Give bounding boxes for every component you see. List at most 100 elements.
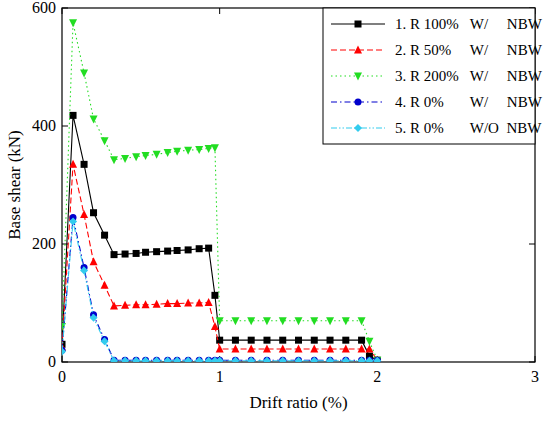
- y-axis-label: Base shear (kN): [5, 130, 24, 240]
- legend-marker: [354, 124, 362, 132]
- legend-marker: [355, 21, 362, 28]
- point: [80, 210, 88, 218]
- point: [232, 337, 239, 344]
- point: [211, 144, 219, 152]
- y-tick-label: 200: [32, 235, 56, 252]
- point: [327, 337, 334, 344]
- x-tick-label: 0: [58, 368, 66, 385]
- point: [295, 345, 303, 353]
- point: [373, 357, 381, 362]
- point: [132, 357, 140, 362]
- point: [90, 209, 97, 216]
- point: [110, 301, 118, 309]
- point: [295, 337, 302, 344]
- point: [90, 314, 98, 322]
- point: [142, 249, 149, 256]
- point: [205, 245, 212, 252]
- point: [211, 322, 219, 330]
- point: [69, 218, 77, 226]
- point: [184, 299, 192, 307]
- series-line: [62, 115, 377, 360]
- point: [263, 345, 271, 353]
- plot-frame: [62, 8, 535, 362]
- point: [101, 337, 109, 345]
- point: [279, 357, 287, 362]
- point: [70, 112, 77, 119]
- point: [132, 153, 140, 161]
- point: [310, 317, 318, 325]
- point: [80, 267, 88, 275]
- point: [173, 357, 181, 362]
- point: [326, 357, 334, 362]
- x-tick-label: 3: [531, 368, 539, 385]
- point: [122, 251, 129, 258]
- x-tick-label: 1: [216, 368, 224, 385]
- point: [358, 345, 366, 353]
- point: [326, 345, 334, 353]
- point: [153, 248, 160, 255]
- point: [263, 357, 271, 362]
- point: [295, 317, 303, 325]
- point: [326, 317, 334, 325]
- point: [80, 69, 88, 77]
- legend-label: 2. R 50% W/ NBW: [395, 42, 543, 58]
- point: [231, 317, 239, 325]
- point: [310, 345, 318, 353]
- point: [295, 357, 303, 362]
- point: [184, 147, 192, 155]
- y-tick-label: 600: [32, 0, 56, 16]
- x-axis-label: Drift ratio (%): [249, 393, 347, 412]
- point: [153, 300, 161, 308]
- point: [185, 246, 192, 253]
- point: [195, 299, 203, 307]
- point: [133, 250, 140, 257]
- point: [342, 317, 350, 325]
- legend-marker: [355, 99, 362, 106]
- point: [263, 337, 270, 344]
- point: [231, 345, 239, 353]
- point: [196, 245, 203, 252]
- legend: 1. R 100% W/ NBW2. R 50% W/ NBW3. R 200%…: [323, 8, 543, 144]
- legend-label: 5. R 0% W/O NBW: [395, 120, 542, 136]
- point: [195, 357, 203, 362]
- point: [195, 146, 203, 154]
- legend-label: 3. R 200% W/ NBW: [395, 68, 543, 84]
- point: [164, 149, 172, 157]
- point: [247, 357, 255, 362]
- y-tick: [529, 244, 535, 245]
- point: [310, 357, 318, 362]
- point: [110, 357, 118, 362]
- point: [205, 298, 213, 306]
- series: [62, 112, 381, 362]
- point: [365, 357, 373, 362]
- point: [173, 148, 181, 156]
- point: [142, 300, 150, 308]
- y-tick-label: 0: [48, 353, 56, 370]
- point: [311, 337, 318, 344]
- point: [164, 357, 172, 362]
- point: [216, 317, 224, 325]
- point: [164, 299, 172, 307]
- point: [90, 115, 98, 123]
- series-line: [62, 164, 377, 360]
- point: [342, 337, 349, 344]
- point: [81, 161, 88, 168]
- point: [248, 337, 255, 344]
- chart: 0 1 2 3 0 200 400 600 Drift ratio (%) Base shear …: [0, 0, 552, 421]
- point: [153, 357, 161, 362]
- point: [174, 247, 181, 254]
- x-tick: [219, 8, 220, 14]
- point: [101, 232, 108, 239]
- point: [358, 357, 366, 362]
- point: [247, 317, 255, 325]
- point: [111, 251, 118, 258]
- point: [205, 145, 213, 153]
- x-tick-label: 2: [373, 368, 381, 385]
- point: [69, 160, 77, 168]
- y-tick-label: 400: [32, 117, 56, 134]
- series-line: [62, 222, 377, 361]
- point: [121, 301, 129, 309]
- point: [101, 137, 109, 145]
- point: [132, 300, 140, 308]
- point: [279, 317, 287, 325]
